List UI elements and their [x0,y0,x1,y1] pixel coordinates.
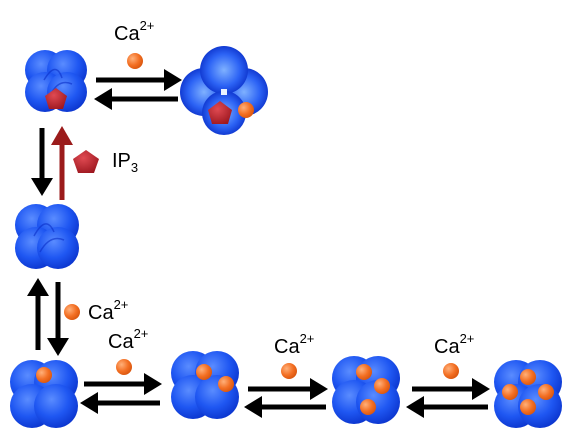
calcium-ion-icon [281,363,297,379]
calcium-label-left: Ca2+ [88,297,129,324]
calcium-ion-icon [520,369,536,385]
calcium-ion-icon [218,376,234,392]
receptor-ca1 [10,360,78,428]
calcium-ion-icon [36,367,52,383]
calcium-ion-icon [360,399,376,415]
receptor-open [180,46,268,135]
calcium-ion-icon [520,399,536,415]
equilibrium-arrows-left [27,278,69,356]
arrows-ip3-binding [31,126,73,200]
calcium-ion-icon [127,53,143,69]
ip3-icon [45,88,67,109]
receptor-free [15,204,79,269]
ip3-label: IP3 [112,150,139,175]
receptor-ca3 [332,356,400,424]
ip3-icon [73,150,99,173]
calcium-label-top: Ca2+ [114,18,155,45]
equilibrium-arrows-bottom-3 [406,378,490,418]
receptor-ca4 [494,360,562,428]
calcium-ion-icon [64,304,80,320]
calcium-ion-icon [374,378,390,394]
calcium-ion-icon [116,359,132,375]
ip3-icon [208,101,232,124]
calcium-ion-icon [238,102,254,118]
receptor-ca2 [171,351,239,419]
calcium-label-bottom-1: Ca2+ [108,326,149,353]
equilibrium-arrows-top [94,69,182,110]
calcium-label-bottom-3: Ca2+ [434,331,475,358]
calcium-label-bottom-2: Ca2+ [274,331,315,358]
equilibrium-arrows-bottom-2 [244,378,328,418]
calcium-ion-icon [502,384,518,400]
channel-pore-icon [221,89,227,95]
equilibrium-arrows-bottom-1 [80,373,162,414]
calcium-ion-icon [356,364,372,380]
calcium-ion-icon [538,384,554,400]
calcium-ion-icon [443,363,459,379]
calcium-ion-icon [196,364,212,380]
receptor-ip3-bound [25,50,87,112]
